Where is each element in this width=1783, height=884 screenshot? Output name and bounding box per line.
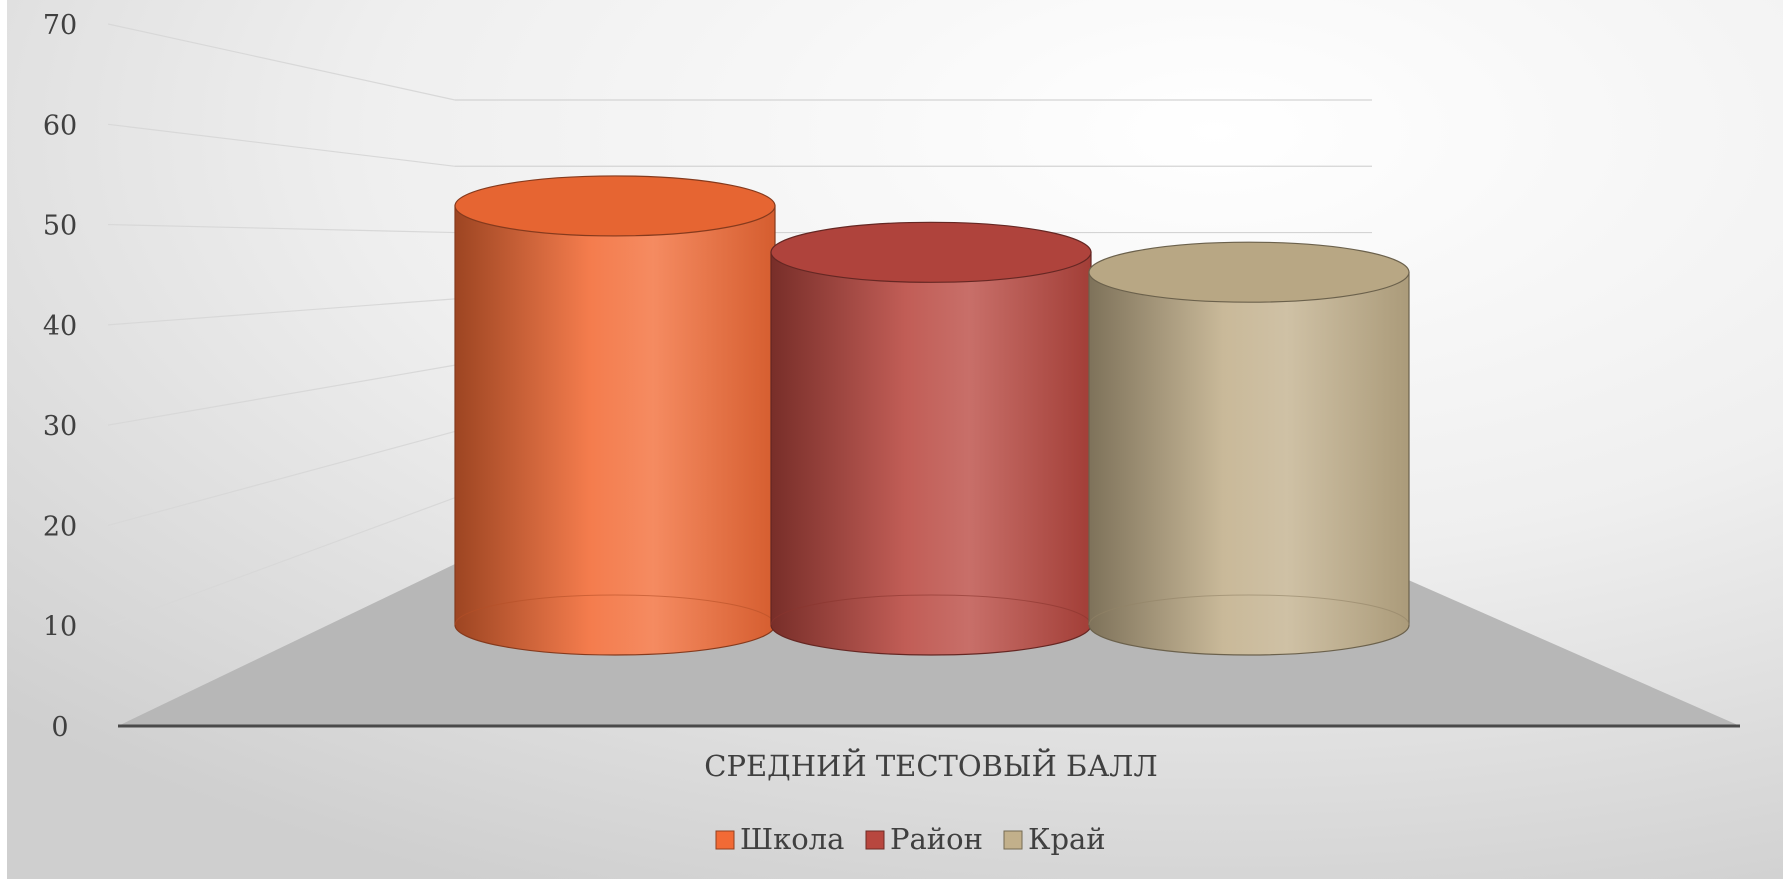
legend-label: Край [1028,822,1106,856]
y-tick-label: 30 [43,411,77,442]
legend-label: Район [890,822,983,856]
bar-top [454,175,776,237]
bar-cylinder [454,175,776,656]
bar-cylinder [1088,241,1410,656]
legend-swatch [715,830,735,850]
side-gridline [107,298,456,326]
y-tick-label: 50 [43,211,77,242]
legend-item: Край [1003,822,1106,856]
bar-cylinder [770,221,1092,656]
side-gridline [107,123,456,167]
bar-base-ring [454,594,776,626]
y-tick-label: 20 [43,511,77,542]
legend-item: Школа [715,822,844,856]
y-axis-ticks: 0 10 20 30 40 50 60 70 [43,10,77,743]
y-tick-label: 60 [43,110,77,141]
side-gridline [107,23,456,101]
side-gridline [107,430,456,527]
y-tick-label: 70 [43,10,77,41]
side-gridline [107,223,456,234]
y-tick-label: 10 [43,612,77,643]
side-gridline [107,497,456,627]
legend: Школа Район Край [715,822,1106,856]
bars [454,175,1410,656]
bar-top [1088,241,1410,303]
side-gridline [107,364,456,426]
bar-top [770,221,1092,283]
bar-body [454,205,776,656]
bar-body [1088,271,1410,656]
bar-body [770,251,1092,656]
x-category-label: СРЕДНИЙ ТЕСТОВЫЙ БАЛЛ [704,747,1157,783]
legend-item: Район [865,822,983,856]
y-tick-label: 0 [51,712,68,743]
bar-base-ring [1088,594,1410,626]
side-wall-gridlines [107,23,456,627]
legend-label: Школа [740,822,844,856]
legend-swatch [1003,830,1023,850]
bar-base-ring [770,594,1092,626]
y-tick-label: 40 [43,311,77,342]
legend-swatch [865,830,885,850]
